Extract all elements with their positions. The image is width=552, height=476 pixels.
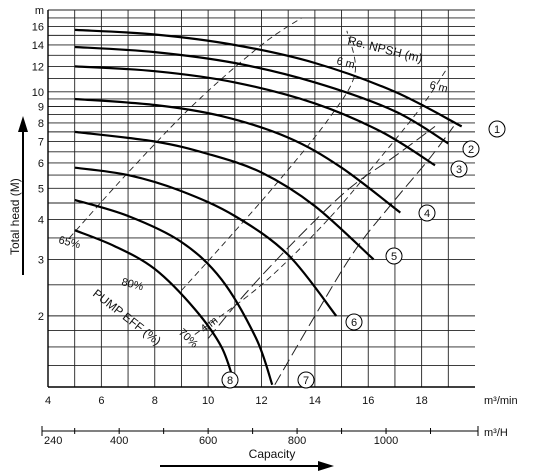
y-tick-label: 7 <box>38 136 44 148</box>
npsh-header-label: Re. NPSH (m) <box>346 33 424 65</box>
curve-badge-6 <box>345 313 363 331</box>
y-tick-label: 14 <box>32 40 44 52</box>
curve-badge-4 <box>418 204 436 222</box>
secondary-x-tick-label: 400 <box>110 435 128 447</box>
pump-curve-5 <box>74 130 375 261</box>
x-tick-label: 6 <box>98 395 104 407</box>
y-tick-label: 5 <box>38 183 44 195</box>
x-tick-label: 14 <box>309 395 321 407</box>
x-tick-label: 8 <box>152 395 158 407</box>
x-tick-label: 10 <box>202 395 214 407</box>
y-tick-label: 6 <box>38 158 44 170</box>
pump-curve-8 <box>74 229 236 386</box>
y-tick-label: 10 <box>32 87 44 99</box>
y-axis-arrowhead <box>18 116 28 132</box>
x-tick-label: 18 <box>416 395 428 407</box>
x-tick-label: 4 <box>45 395 51 407</box>
pump-curve-1 <box>74 28 463 128</box>
x-tick-label: 16 <box>362 395 374 407</box>
npsh-curve-4 m <box>207 125 436 339</box>
y-tick-label: 2 <box>38 311 44 323</box>
secondary-x-tick-label: 240 <box>44 435 62 447</box>
secondary-x-tick-label: 800 <box>288 435 306 447</box>
pump-curve-3 <box>74 65 436 167</box>
x-tick-label: 12 <box>255 395 267 407</box>
x-axis-title: Capacity <box>249 447 296 461</box>
curve-badge-label: 3 <box>456 164 462 176</box>
eff-65-label: 65% <box>57 234 81 251</box>
curve-badge-2 <box>462 140 480 158</box>
curve-badge-label: 4 <box>424 208 430 220</box>
curve-badge-1 <box>488 120 506 138</box>
secondary-x-tick-label: 1000 <box>374 435 398 447</box>
npsh-curve-6 m <box>274 126 454 385</box>
x-unit-label-h: m³/H <box>484 427 508 439</box>
y-tick-label: 9 <box>38 101 44 113</box>
x-unit-label-min: m³/min <box>484 395 518 407</box>
npsh-6m-label: 6 m <box>335 55 356 71</box>
x-axis-arrowhead <box>318 461 334 471</box>
y-tick-label: m <box>35 5 44 17</box>
y-tick-label: 3 <box>38 254 44 266</box>
efficiency-curve-80% <box>181 30 356 291</box>
curve-badge-label: 6 <box>351 317 357 329</box>
y-axis-title: Total head (M) <box>8 178 22 255</box>
secondary-x-tick-label: 600 <box>199 435 217 447</box>
curve-badge-label: 5 <box>391 251 397 263</box>
curve-badge-8 <box>221 371 239 389</box>
curve-badge-3 <box>450 160 468 178</box>
npsh-6m-label-b: 6 m <box>428 79 449 95</box>
curve-badge-label: 1 <box>494 124 500 136</box>
eff-80-label: 80% <box>120 276 144 293</box>
efficiency-curve-70% <box>194 66 449 335</box>
y-tick-label: 16 <box>32 21 44 33</box>
pump-curve-4 <box>74 97 401 214</box>
pump-curve-2 <box>74 45 449 145</box>
curve-badge-label: 7 <box>303 375 309 387</box>
y-tick-label: 4 <box>38 214 44 226</box>
curve-badge-7 <box>297 371 315 389</box>
pump-curve-6 <box>74 166 338 317</box>
efficiency-curve-65% <box>68 17 302 239</box>
y-tick-label: 12 <box>32 61 44 73</box>
curve-badge-label: 2 <box>468 144 474 156</box>
curve-badge-5 <box>385 247 403 265</box>
curve-badge-label: 8 <box>227 375 233 387</box>
y-tick-label: 8 <box>38 118 44 130</box>
pump-curve-7 <box>74 198 274 386</box>
